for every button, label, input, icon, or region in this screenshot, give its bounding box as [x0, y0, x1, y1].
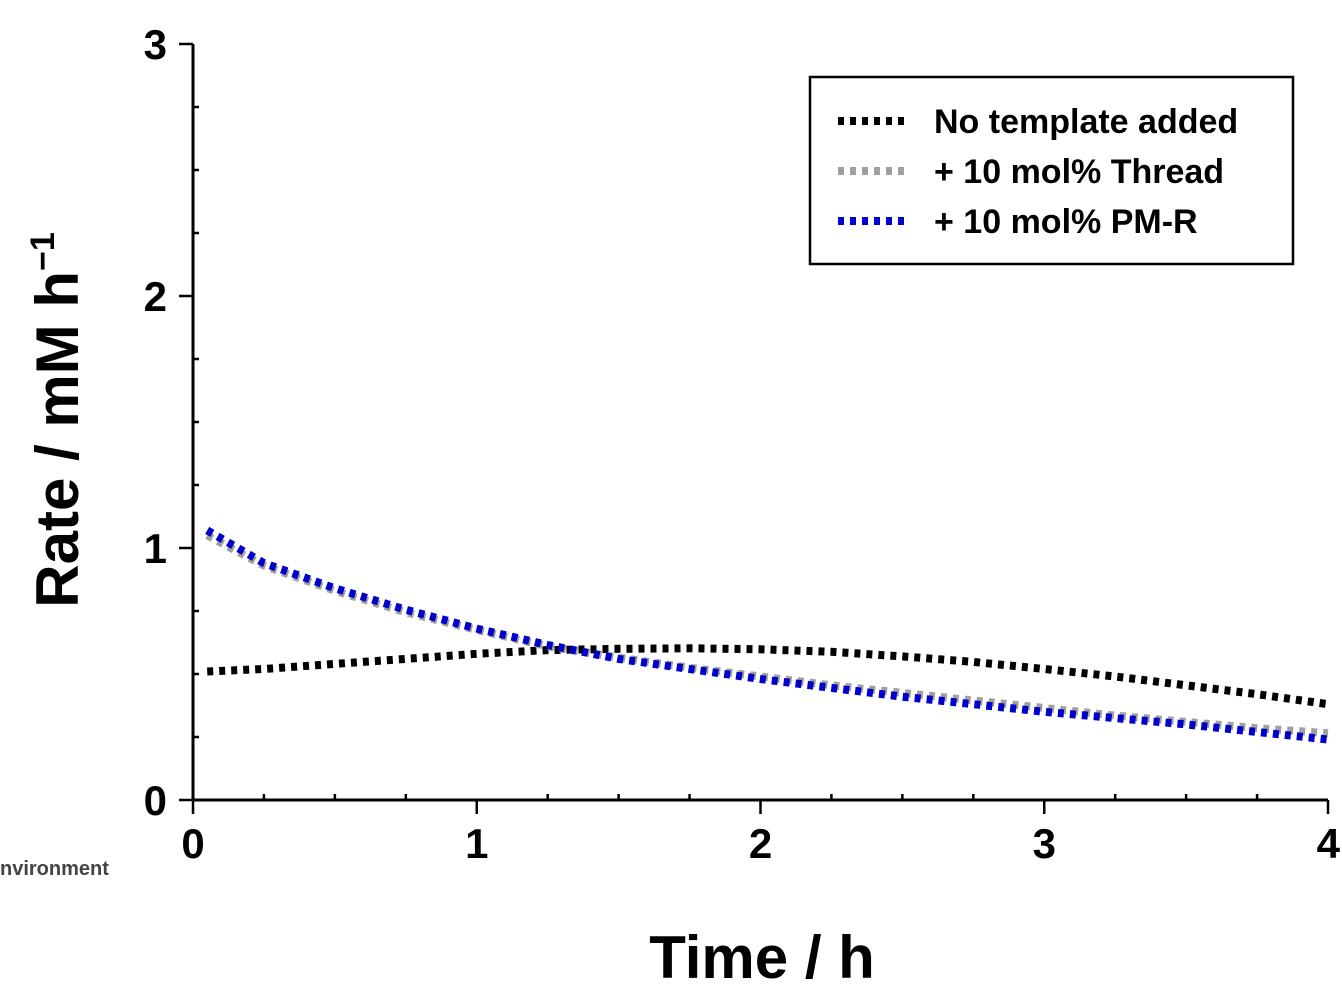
- footer-fragment: nvironment: [0, 858, 109, 881]
- y-tick-label: 0: [144, 777, 167, 824]
- x-tick-label: 1: [465, 820, 488, 867]
- series-line-2: [207, 535, 1328, 733]
- x-tick-label: 3: [1033, 820, 1056, 867]
- legend-label-1: No template added: [934, 103, 1238, 141]
- y-tick-label: 3: [144, 21, 167, 68]
- legend: No template added + 10 mol% Thread + 10 mo…: [810, 77, 1293, 264]
- legend-label-2: + 10 mol% Thread: [934, 153, 1224, 191]
- y-axis-title: Rate / mM h−1: [24, 232, 91, 607]
- x-axis-title: Time / h: [649, 924, 875, 988]
- y-tick-label: 2: [144, 273, 167, 320]
- series-line-3: [207, 530, 1328, 739]
- x-tick-label: 2: [749, 820, 772, 867]
- y-axis-title-text: Rate / mM h−1: [24, 232, 91, 607]
- x-tick-label: 0: [181, 820, 204, 867]
- y-tick-label: 1: [144, 525, 167, 572]
- series-layer: [207, 530, 1328, 739]
- legend-label-3: + 10 mol% PM-R: [934, 203, 1198, 241]
- x-tick-label: 4: [1317, 820, 1341, 867]
